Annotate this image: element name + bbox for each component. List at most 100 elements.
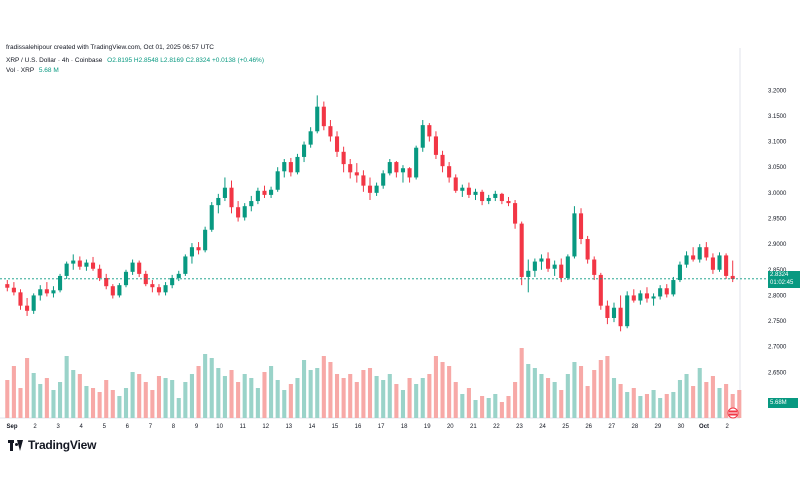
volume-bar [51,390,56,418]
time-tick-label: 30 [678,424,685,430]
candle [618,295,623,332]
volume-bar [697,368,702,418]
candle [697,244,702,263]
tradingview-logo[interactable]: TradingView [8,438,96,452]
candle [302,141,307,163]
candle [546,252,551,272]
volume-bar [282,390,287,418]
candle [513,200,518,229]
price-tick-label: 2.6500 [768,370,787,376]
candle [539,254,544,270]
candle [691,247,696,262]
price-tick-label: 3.0000 [768,191,787,197]
volume-bar [117,396,122,418]
volume-bar [440,362,445,418]
time-tick-label: 18 [401,424,408,430]
volume-bar [269,366,274,418]
volume-bar [572,362,577,418]
time-tick-label: 21 [470,424,477,430]
volume-bar [737,390,742,418]
candle [104,273,109,290]
volume-bar [31,373,36,418]
price-tick-label: 2.8000 [768,293,787,299]
candle [249,195,254,212]
candle [5,280,10,292]
volume-bar [651,390,656,418]
time-tick-label: 24 [539,424,546,430]
volume-bar [684,374,689,418]
candle [460,184,465,197]
volume-bar [526,364,531,418]
candle [684,251,689,268]
candle [58,273,63,293]
volume-bar [493,394,498,418]
volume-bar [433,356,438,418]
candle [572,206,577,259]
volume-bar [559,390,564,418]
candle [130,259,135,275]
volume-bar [302,360,307,418]
time-tick-label: 3 [56,424,60,430]
volume-bar [249,378,254,418]
volume-bar [262,372,267,418]
candle [176,270,181,282]
volume-bar [143,382,148,418]
candle [170,274,175,289]
candle [328,120,333,142]
candle [658,285,663,300]
volume-bar [229,370,234,418]
volume-bars [5,348,742,418]
volume-bar [361,370,366,418]
candle [269,186,274,198]
time-tick-label: 19 [424,424,431,430]
candle [367,177,373,201]
volume-bar [38,384,43,418]
symbol-legend[interactable]: XRP / U.S. Dollar · 4h · Coinbase O2.819… [6,57,264,64]
volume-bar [123,388,129,418]
candle [209,202,214,232]
candle [315,95,320,134]
volume-bar [592,370,597,418]
candle [275,167,280,192]
volume-bar [183,382,188,418]
volume-bar [644,394,650,418]
candle [348,158,353,179]
candle [414,145,419,180]
volume-bar [631,388,636,418]
volume-bar [730,394,735,418]
candle [334,131,340,157]
volume-bar [400,390,406,418]
volume-legend[interactable]: Vol · XRP 5.68 M [6,67,59,74]
candle [578,208,584,245]
candle [255,187,260,205]
volume-bar [598,360,603,418]
candle [427,123,432,142]
candle [519,221,524,286]
tradingview-logo-icon [8,439,23,451]
volume-bar [163,378,168,418]
candle [717,252,722,272]
volume-bar [209,358,214,418]
volume-bar [486,398,491,418]
volume-bar [196,366,201,418]
candle [31,293,36,314]
volume-bar [552,382,557,418]
brand-name: TradingView [28,438,97,452]
volume-tag: 5.68M [768,398,798,408]
candle [137,260,142,277]
candle [216,193,221,214]
time-tick-label: 2 [725,424,729,430]
volume-bar [519,348,524,418]
candle [236,201,241,222]
time-tick-label: 6 [126,424,130,430]
candle [473,188,478,201]
time-tick-label: 4 [80,424,84,430]
candle [203,226,208,253]
candles [5,95,735,332]
volume-bar [618,384,623,418]
volume-bar [156,376,162,418]
volume-bar [717,388,722,418]
candle [71,254,76,270]
time-tick-label: 16 [355,424,362,430]
volume-bar [18,388,23,418]
